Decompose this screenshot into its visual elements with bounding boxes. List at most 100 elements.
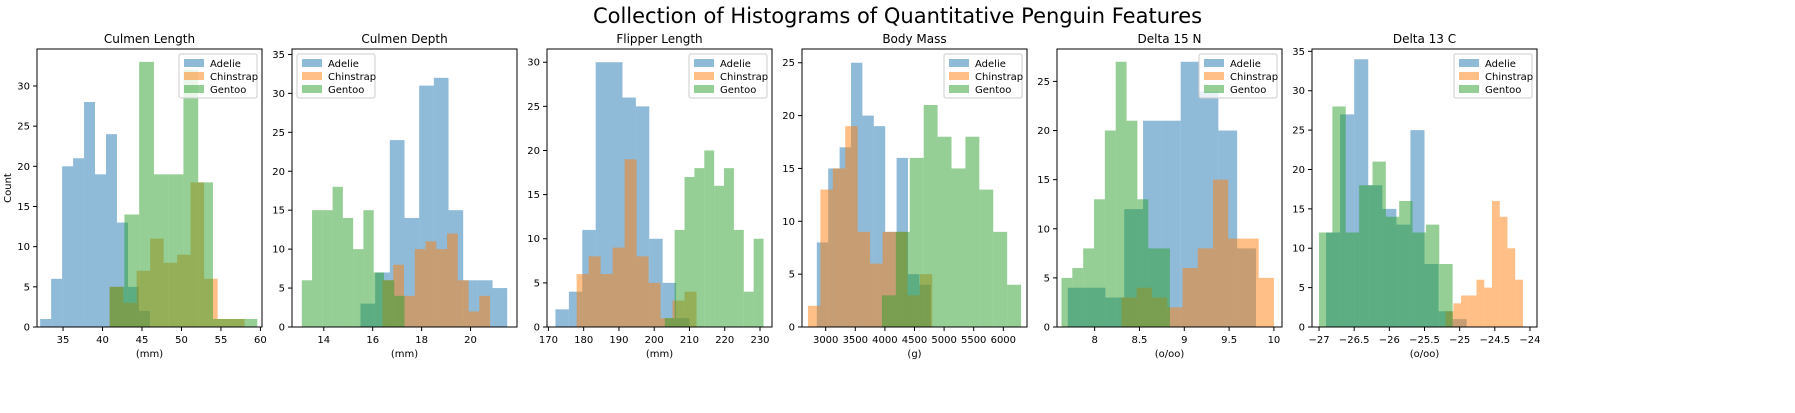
chart-culmen-length: 35 40 45 50 55 60 0 5 10 15 20 25 30 Culmen Length (mm… xyxy=(3,32,267,360)
histogram-bar xyxy=(704,150,715,327)
y-tick-label: 15 xyxy=(17,202,30,213)
x-axis-label: (mm) xyxy=(646,349,673,360)
axes-frame xyxy=(36,48,263,328)
x-tick-label: 3500 xyxy=(843,335,868,346)
legend-label: Adelie xyxy=(975,59,1006,70)
y-tick-label: 10 xyxy=(1292,244,1305,255)
legend-label: Chinstrap xyxy=(1485,72,1533,83)
histogram-bar xyxy=(404,295,415,327)
histogram-bar xyxy=(923,105,938,328)
histogram-bar xyxy=(588,256,601,327)
x-axis-label: (mm) xyxy=(391,349,418,360)
legend-label: Adelie xyxy=(328,59,359,70)
legend-label: Adelie xyxy=(1230,59,1261,70)
series-chinstrap xyxy=(1445,200,1523,327)
legend-swatch xyxy=(949,59,969,67)
legend-label: Chinstrap xyxy=(210,72,258,83)
legend-swatch xyxy=(1204,72,1224,80)
histogram-bar xyxy=(845,126,858,327)
histogram-bar xyxy=(862,115,874,327)
y-tick-label: 15 xyxy=(1037,175,1050,186)
chart-culmen-depth: 14 16 18 20 0 5 10 15 20 25 30 35 Culmen Depth (mm) Ad… xyxy=(272,32,518,360)
histogram-bar xyxy=(1228,238,1244,327)
series-gentoo xyxy=(1319,106,1453,328)
histogram-bar xyxy=(116,222,128,327)
x-tick-label: 9.5 xyxy=(1221,335,1237,346)
legend-swatch xyxy=(949,72,969,80)
x-tick-label: 9 xyxy=(1181,335,1187,346)
x-tick-label: 16 xyxy=(366,335,379,346)
histogram-bar xyxy=(353,249,364,327)
x-axis-label: (o/oo) xyxy=(1410,349,1440,360)
histogram-bar xyxy=(1061,277,1073,327)
y-tick-label: 0 xyxy=(1044,323,1050,334)
legend: Adelie Chinstrap Gentoo xyxy=(1198,53,1278,99)
chart-title: Culmen Length xyxy=(104,32,195,46)
histogram-bar xyxy=(414,249,426,327)
histogram-bar xyxy=(1319,232,1333,327)
histogram-bar xyxy=(312,210,323,327)
y-tick-label: 5 xyxy=(789,270,795,281)
y-tick-label: 15 xyxy=(272,206,285,217)
legend-label: Chinstrap xyxy=(720,72,768,83)
axes-frame xyxy=(1056,48,1283,328)
histogram-bar xyxy=(1094,199,1105,327)
histogram-bar xyxy=(832,168,846,327)
legend-label: Gentoo xyxy=(720,85,756,96)
x-tick-label: 55 xyxy=(215,335,228,346)
legend: Adelie Chinstrap Gentoo xyxy=(296,53,376,99)
histogram-bar xyxy=(1468,295,1477,327)
histogram-bar xyxy=(1439,264,1453,327)
y-tick-label: 10 xyxy=(527,234,540,245)
y-tick-label: 10 xyxy=(1037,224,1050,235)
histogram-bar xyxy=(106,134,117,327)
histogram-bar xyxy=(1212,179,1229,327)
legend-swatch xyxy=(1459,59,1479,67)
legend-swatch xyxy=(949,85,969,93)
histogram-bar xyxy=(227,318,243,327)
legend-swatch xyxy=(694,85,714,93)
x-tick-label: 180 xyxy=(574,335,593,346)
histogram-bar xyxy=(301,280,313,327)
histogram-bar xyxy=(84,102,96,327)
x-tick-label: 40 xyxy=(96,335,109,346)
legend-label: Gentoo xyxy=(210,85,246,96)
histogram-bar xyxy=(674,229,685,327)
histogram-bar xyxy=(492,288,508,327)
histogram-bar xyxy=(1399,200,1413,327)
y-tick-label: 20 xyxy=(1292,165,1305,176)
y-tick-label: 20 xyxy=(17,162,30,173)
histogram-bar xyxy=(753,238,764,327)
y-tick-label: 15 xyxy=(782,164,795,175)
y-tick-label: 20 xyxy=(527,146,540,157)
histogram-bar xyxy=(479,295,491,327)
chart-title: Delta 15 N xyxy=(1138,32,1202,46)
histogram-bar xyxy=(1412,232,1426,327)
x-tick-label: −27 xyxy=(1308,335,1329,346)
series-gentoo xyxy=(881,105,1022,328)
legend-swatch xyxy=(694,72,714,80)
x-tick-label: 170 xyxy=(539,335,558,346)
x-tick-label: 230 xyxy=(750,335,769,346)
histogram-bar xyxy=(951,168,966,327)
histogram-bar xyxy=(1104,130,1116,327)
legend-swatch xyxy=(184,59,204,67)
histogram-bar xyxy=(139,61,154,328)
histogram-bar xyxy=(820,189,833,327)
legend: Adelie Chinstrap Gentoo xyxy=(943,53,1023,99)
histogram-bar xyxy=(373,272,384,327)
x-tick-label: 200 xyxy=(645,335,664,346)
histogram-bar xyxy=(1359,185,1373,327)
x-tick-label: 4000 xyxy=(872,335,897,346)
histogram-bar xyxy=(153,174,169,327)
histogram-bar xyxy=(363,210,374,327)
histogram-bar xyxy=(73,158,85,327)
y-tick-label: 15 xyxy=(1292,204,1305,215)
legend-swatch xyxy=(184,72,204,80)
y-tick-label: 0 xyxy=(24,323,30,334)
y-tick-label: 25 xyxy=(1037,77,1050,88)
axes-frame xyxy=(546,48,773,328)
histogram-bar xyxy=(1243,238,1259,327)
legend-label: Chinstrap xyxy=(1230,72,1278,83)
chart-title: Body Mass xyxy=(882,32,946,46)
